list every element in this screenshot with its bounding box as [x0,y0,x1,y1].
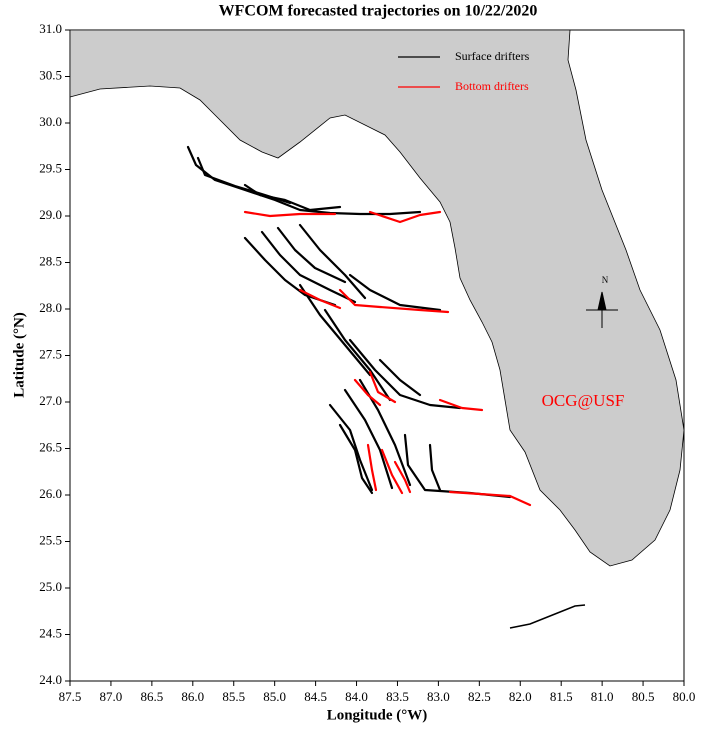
y-tick-label: 28.0 [39,300,62,315]
x-tick-label: 81.0 [591,689,614,704]
x-tick-label: 83.5 [386,689,409,704]
chart-title: WFCOM forecasted trajectories on 10/22/2… [219,3,538,20]
x-tick-label: 85.0 [263,689,286,704]
y-tick-label: 29.5 [39,160,62,175]
land [69,29,685,567]
y-tick-label: 29.0 [39,207,62,222]
y-tick-label: 25.0 [39,579,62,594]
y-tick-label: 26.0 [39,486,62,501]
surface-trajectories [186,145,512,499]
y-tick-label: 24.0 [39,672,62,687]
x-tick-label: 82.0 [509,689,532,704]
x-tick-label: 83.0 [427,689,450,704]
x-tick-label: 82.5 [468,689,491,704]
x-tick-label: 80.0 [673,689,696,704]
y-tick-label: 30.0 [39,114,62,129]
y-tick-label: 30.5 [39,67,62,82]
x-tick-label: 86.0 [181,689,204,704]
x-tick-label: 81.5 [550,689,573,704]
x-tick-label: 84.0 [345,689,368,704]
compass [586,291,618,328]
bottom-trajectories [243,210,532,507]
x-tick-label: 85.5 [222,689,245,704]
legend-label: Bottom drifters [455,79,529,93]
y-tick-label: 31.0 [39,21,62,36]
x-tick-label: 84.5 [304,689,327,704]
x-tick-label: 87.0 [100,689,123,704]
annotation: OCG@USF [542,391,625,410]
y-tick-label: 27.0 [39,393,62,408]
x-tick-label: 87.5 [59,689,82,704]
compass-label: N [602,275,609,285]
x-tick-label: 80.5 [632,689,655,704]
y-tick-label: 27.5 [39,346,62,361]
keys [509,604,586,629]
y-tick-label: 28.5 [39,253,62,268]
x-axis-label: Longitude (°W) [327,707,428,723]
y-axis-label: Latitude (°N) [11,312,27,398]
legend-label: Surface drifters [455,49,530,63]
y-tick-label: 25.5 [39,532,62,547]
y-tick-label: 24.5 [39,625,62,640]
y-tick-label: 26.5 [39,439,62,454]
x-tick-label: 86.5 [140,689,163,704]
